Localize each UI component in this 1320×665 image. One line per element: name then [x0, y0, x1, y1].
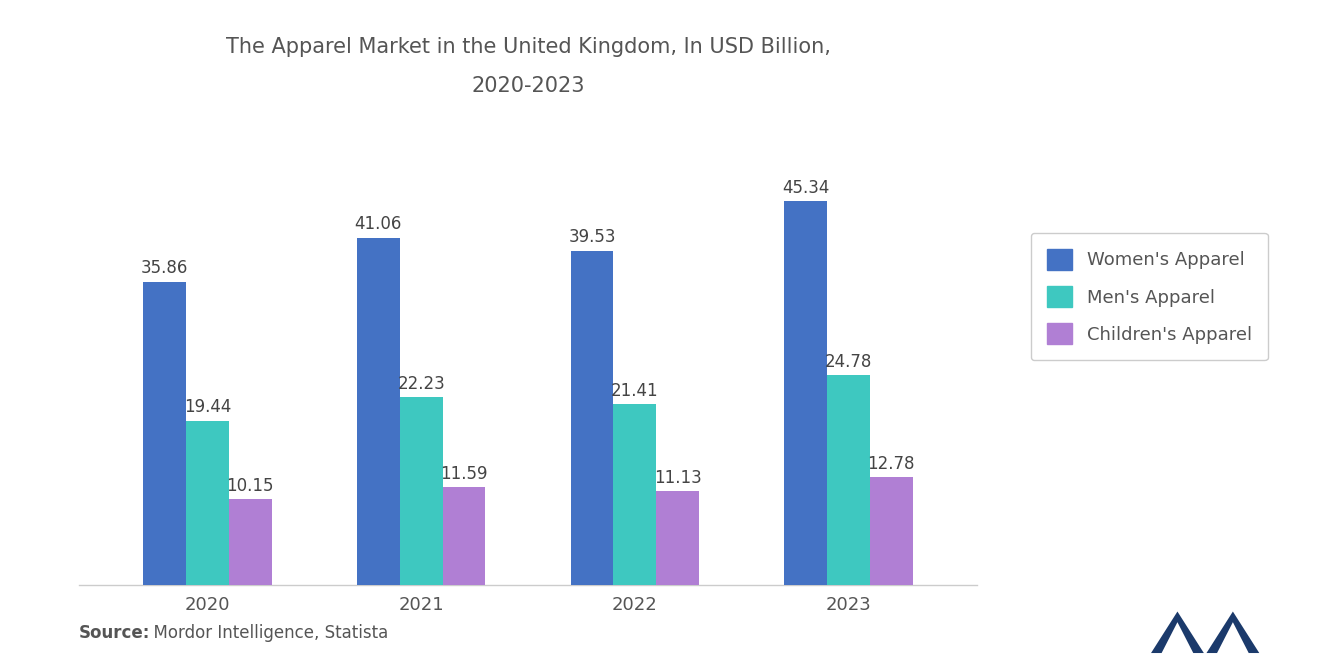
- Text: 19.44: 19.44: [183, 398, 231, 416]
- Bar: [186, 421, 228, 585]
- Text: 24.78: 24.78: [825, 353, 873, 371]
- Text: 12.78: 12.78: [867, 455, 915, 473]
- Text: Mordor Intelligence, Statista: Mordor Intelligence, Statista: [143, 624, 388, 642]
- Text: 11.59: 11.59: [440, 465, 487, 483]
- Text: 11.13: 11.13: [653, 469, 701, 487]
- Polygon shape: [1151, 612, 1204, 653]
- Bar: [614, 404, 656, 585]
- Bar: [784, 201, 828, 585]
- Text: 39.53: 39.53: [569, 228, 616, 247]
- Text: 2020-2023: 2020-2023: [471, 76, 585, 96]
- Bar: [400, 397, 442, 585]
- Bar: [228, 499, 272, 585]
- Text: 22.23: 22.23: [397, 375, 445, 393]
- Text: 45.34: 45.34: [783, 180, 829, 198]
- Text: 10.15: 10.15: [227, 477, 275, 495]
- Text: 41.06: 41.06: [355, 215, 403, 233]
- Bar: [656, 491, 700, 585]
- Bar: [356, 237, 400, 585]
- Text: 35.86: 35.86: [141, 259, 189, 277]
- Bar: [828, 376, 870, 585]
- Text: Source:: Source:: [79, 624, 150, 642]
- Legend: Women's Apparel, Men's Apparel, Children's Apparel: Women's Apparel, Men's Apparel, Children…: [1031, 233, 1269, 360]
- Bar: [144, 282, 186, 585]
- Text: 21.41: 21.41: [611, 382, 659, 400]
- Bar: [870, 477, 912, 585]
- Bar: [442, 487, 486, 585]
- Bar: [570, 251, 614, 585]
- Polygon shape: [1206, 612, 1259, 653]
- Text: The Apparel Market in the United Kingdom, In USD Billion,: The Apparel Market in the United Kingdom…: [226, 37, 830, 57]
